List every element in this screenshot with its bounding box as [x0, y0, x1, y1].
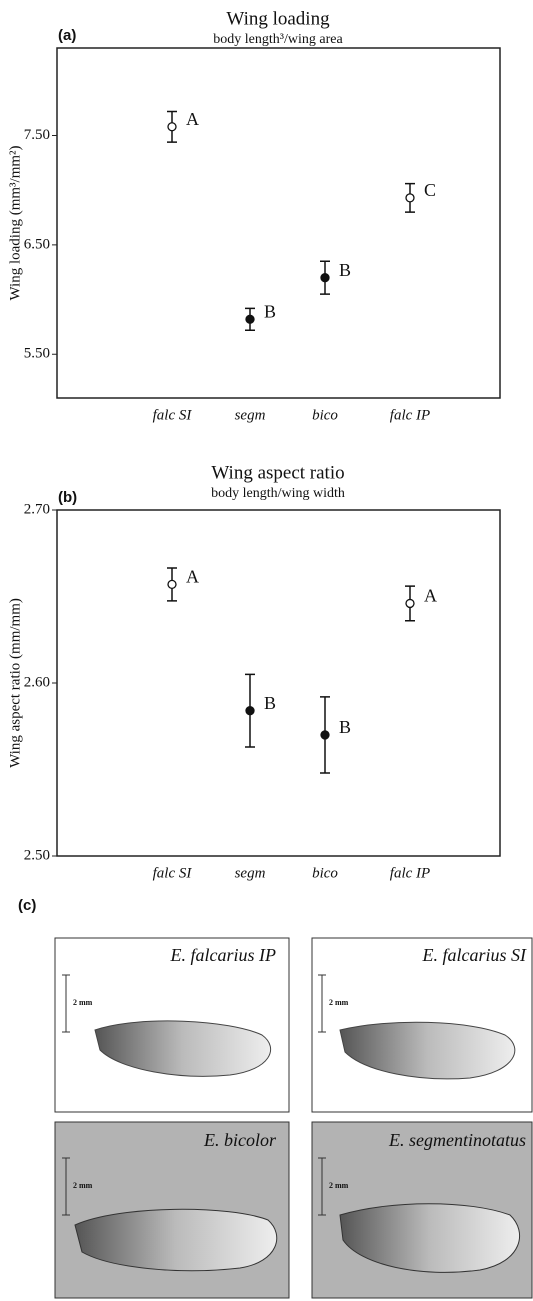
chart-subtitle: body length³/wing area	[213, 32, 343, 47]
wing-panel: E. bicolor 2 mm	[55, 1122, 289, 1298]
figure: (c) E. falcarius IP 2 mm E. falcarius SI…	[0, 0, 533, 1301]
mean-marker	[168, 580, 176, 588]
scale-label: 2 mm	[73, 1181, 93, 1190]
y-tick-label: 5.50	[24, 346, 50, 362]
x-tick-label: segm	[235, 865, 266, 881]
panel-title: E. bicolor	[203, 1130, 277, 1150]
significance-letter: A	[424, 586, 437, 606]
significance-letter: B	[339, 717, 351, 737]
x-tick-label: falc IP	[390, 865, 430, 881]
x-tick-label: falc IP	[390, 407, 430, 423]
mean-marker	[168, 123, 176, 131]
mean-marker	[406, 599, 414, 607]
y-tick-label: 2.70	[24, 501, 50, 517]
panel-title: E. falcarius SI	[422, 945, 527, 965]
significance-letter: C	[424, 180, 436, 200]
x-tick-label: falc SI	[153, 407, 193, 423]
plot-frame	[57, 510, 500, 856]
mean-marker	[246, 315, 254, 323]
x-tick-label: falc SI	[153, 865, 193, 881]
mean-marker	[321, 274, 329, 282]
panel-label: (b)	[58, 489, 77, 506]
mean-marker	[246, 707, 254, 715]
x-tick-label: segm	[235, 407, 266, 423]
x-tick-label: bico	[312, 865, 338, 881]
panel-title: E. falcarius IP	[170, 945, 277, 965]
chart-title: Wing loading	[226, 8, 330, 29]
significance-letter: B	[264, 693, 276, 713]
mean-marker	[406, 194, 414, 202]
wing-panel: E. falcarius SI 2 mm	[312, 938, 532, 1112]
plot-frame	[57, 48, 500, 398]
scale-label: 2 mm	[329, 1181, 349, 1190]
y-tick-label: 7.50	[24, 127, 50, 143]
y-tick-label: 2.60	[24, 674, 50, 690]
wing-panel: E. segmentinotatus 2 mm	[312, 1122, 532, 1298]
panel-title: E. segmentinotatus	[388, 1130, 526, 1150]
chart-subtitle: body length/wing width	[211, 486, 345, 501]
panel-label: (a)	[58, 27, 76, 44]
y-axis-label: Wing aspect ratio (mm/mm)	[7, 598, 23, 768]
wing-panel: E. falcarius IP 2 mm	[55, 938, 289, 1112]
panel-label: (c)	[18, 897, 36, 914]
y-axis-label: Wing loading (mm³/mm²)	[7, 145, 23, 300]
mean-marker	[321, 731, 329, 739]
x-tick-label: bico	[312, 407, 338, 423]
significance-letter: A	[186, 567, 199, 587]
chart-title: Wing aspect ratio	[211, 462, 344, 483]
significance-letter: B	[339, 260, 351, 280]
y-tick-label: 2.50	[24, 847, 50, 863]
scale-label: 2 mm	[73, 998, 93, 1007]
scale-label: 2 mm	[329, 998, 349, 1007]
significance-letter: A	[186, 109, 199, 129]
significance-letter: B	[264, 301, 276, 321]
y-tick-label: 6.50	[24, 236, 50, 252]
